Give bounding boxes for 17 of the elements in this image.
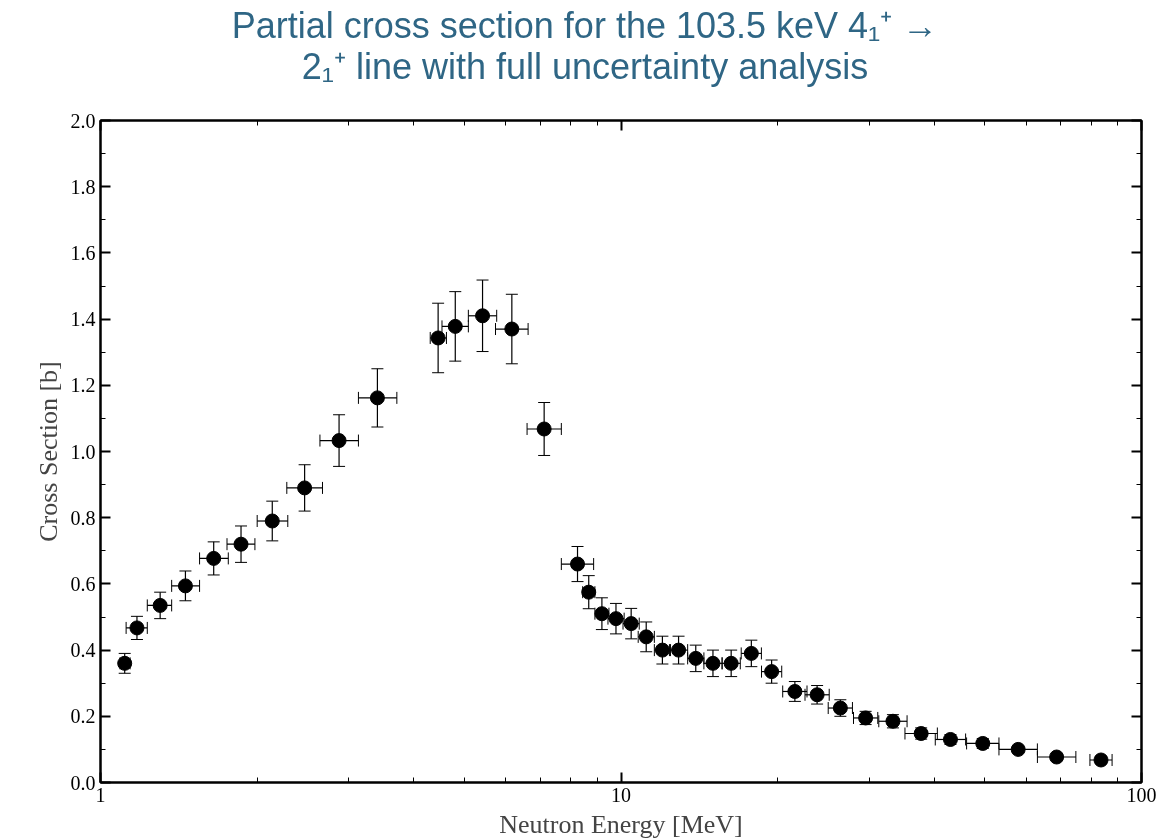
y-axis-title: Cross Section [b]	[33, 361, 63, 542]
x-tick-label: 10	[611, 783, 631, 806]
y-tick-label: 0.8	[70, 506, 96, 529]
y-tick-label: 1.2	[70, 374, 96, 397]
y-tick-label: 1.8	[70, 175, 96, 198]
y-tick-label: 0.2	[70, 705, 96, 728]
x-axis-title: Neutron Energy [MeV]	[499, 809, 743, 839]
y-tick-label: 1.0	[70, 440, 96, 463]
y-tick-label: 0.4	[70, 639, 96, 662]
x-tick-label: 1	[95, 783, 106, 806]
y-tick-label: 2.0	[70, 109, 96, 132]
chart-title: Partial cross section for the 103.5 keV 4₁⁺ → 2₁⁺ line with full uncertainty analysis	[230, 5, 940, 88]
y-tick-label: 1.6	[70, 241, 96, 264]
y-tick-label: 0.0	[70, 771, 96, 794]
y-tick-label: 1.4	[70, 308, 96, 331]
x-tick-label: 100	[1126, 783, 1157, 806]
y-tick-label: 0.6	[70, 572, 96, 595]
